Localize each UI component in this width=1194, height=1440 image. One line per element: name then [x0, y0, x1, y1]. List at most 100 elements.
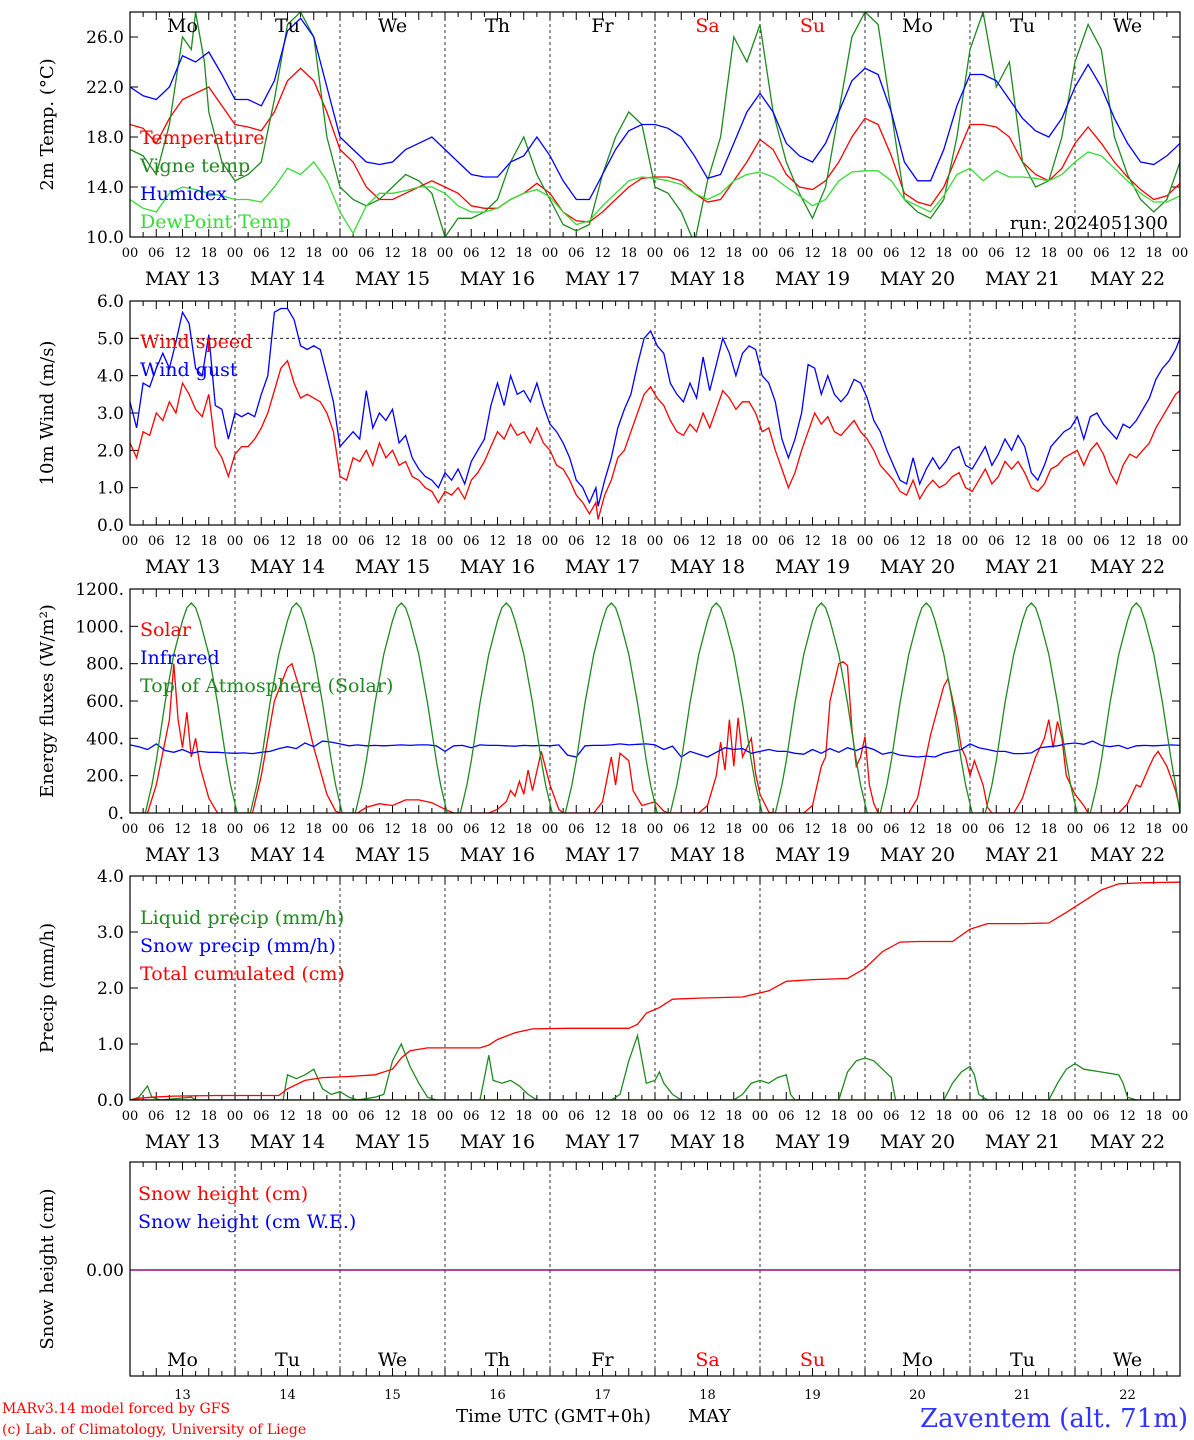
legend-entry: Humidex [140, 183, 227, 205]
date-label: MAY 18 [670, 556, 745, 578]
hour-label: 18 [725, 822, 742, 837]
day-number-label: 19 [804, 1388, 821, 1403]
hour-label: 00 [227, 822, 244, 837]
plot-frame [129, 588, 1181, 814]
credit-line-1: MARv3.14 model forced by GFS [2, 1401, 230, 1417]
date-label: MAY 17 [565, 556, 640, 578]
hour-label: 12 [804, 822, 821, 837]
panel-3: 0. 200. 400. 600. 800. 1000. 1200. Energy fluxe… [37, 580, 1188, 866]
hour-label: 18 [200, 534, 217, 549]
series-line [130, 602, 1180, 813]
hour-label: 12 [174, 246, 191, 261]
hour-label: 18 [1040, 822, 1057, 837]
series-line [130, 12, 1180, 237]
hour-label: 00 [857, 822, 874, 837]
hour-label: 18 [305, 534, 322, 549]
hour-label: 18 [830, 822, 847, 837]
hour-label: 06 [253, 534, 270, 549]
date-label: MAY 21 [985, 844, 1060, 866]
run-label: run: 2024051300 [1010, 213, 1168, 234]
hour-label: 12 [1014, 246, 1031, 261]
date-label: MAY 20 [880, 556, 955, 578]
day-number-label: 15 [384, 1388, 401, 1403]
y-tick-label: 18.0 [86, 128, 124, 148]
weekday-label: Sa [695, 15, 719, 37]
hour-label: 18 [410, 822, 427, 837]
y-tick-label: 5.0 [97, 329, 124, 349]
y-tick-label: 0.0 [97, 516, 124, 536]
legend-entry: Liquid precip (mm/h) [140, 907, 344, 929]
legend-entry: DewPoint Temp [140, 211, 291, 233]
hour-label: 06 [988, 246, 1005, 261]
hour-label: 06 [778, 246, 795, 261]
hour-label: 00 [1172, 534, 1189, 549]
series-line [130, 661, 1180, 813]
date-label: MAY 15 [355, 1131, 430, 1153]
hour-label: 12 [699, 1109, 716, 1124]
hour-label: 18 [410, 246, 427, 261]
hour-label: 06 [988, 822, 1005, 837]
footer: MARv3.14 model forced by GFS (c) Lab. of… [2, 1401, 1188, 1438]
legend-entry: Temperature [140, 127, 264, 149]
station-label: Zaventem (alt. 71m) [920, 1404, 1188, 1434]
day-number-label: 16 [489, 1388, 506, 1403]
day-number-label: 14 [279, 1388, 296, 1403]
date-label: MAY 22 [1090, 1131, 1165, 1153]
hour-label: 00 [1067, 246, 1084, 261]
series-line [130, 740, 1180, 758]
hour-label: 12 [489, 822, 506, 837]
hour-label: 12 [279, 1109, 296, 1124]
y-axis-title: 10m Wind (m/s) [37, 341, 58, 486]
date-label: MAY 22 [1090, 556, 1165, 578]
y-tick-label: 200. [86, 767, 124, 787]
day-number-label: 20 [909, 1388, 926, 1403]
hour-label: 18 [935, 1109, 952, 1124]
hour-label: 18 [515, 534, 532, 549]
y-tick-label: 26.0 [86, 28, 124, 48]
hour-label: 06 [883, 534, 900, 549]
weekday-label: Fr [591, 15, 614, 37]
hour-label: 12 [384, 822, 401, 837]
date-label: MAY 13 [145, 1131, 220, 1153]
hour-label: 12 [699, 534, 716, 549]
hour-label: 00 [962, 246, 979, 261]
panel-2: 0.0 1.0 2.0 3.0 4.0 5.0 6.0 10m Wind (m/s) Wind … [37, 292, 1188, 578]
weekday-label: Th [485, 15, 510, 37]
date-label: MAY 15 [355, 556, 430, 578]
hour-label: 00 [857, 534, 874, 549]
hour-label: 06 [358, 534, 375, 549]
y-tick-label: 4.0 [97, 367, 124, 387]
hour-label: 18 [1040, 1109, 1057, 1124]
day-number-label: 21 [1014, 1388, 1031, 1403]
weekday-label: Sa [695, 1349, 719, 1371]
hour-label: 18 [620, 822, 637, 837]
date-label: MAY 21 [985, 1131, 1060, 1153]
weekday-label: We [1113, 15, 1142, 37]
hour-label: 06 [253, 1109, 270, 1124]
hour-label: 00 [122, 1109, 139, 1124]
y-tick-label: 0.00 [86, 1261, 124, 1281]
hour-label: 18 [1040, 534, 1057, 549]
hour-label: 18 [1145, 1109, 1162, 1124]
credit-line-2: (c) Lab. of Climatology, University of L… [2, 1422, 306, 1438]
hour-label: 06 [358, 822, 375, 837]
hour-label: 06 [463, 1109, 480, 1124]
hour-label: 06 [148, 822, 165, 837]
legend-entry: Snow precip (mm/h) [140, 935, 336, 957]
hour-label: 00 [227, 1109, 244, 1124]
hour-label: 00 [962, 822, 979, 837]
hour-label: 18 [1040, 246, 1057, 261]
legend-entry: Wind speed [140, 331, 252, 353]
hour-label: 12 [1014, 534, 1031, 549]
date-label: MAY 13 [145, 268, 220, 290]
plot-frame [129, 300, 1181, 526]
hour-label: 00 [542, 822, 559, 837]
weekday-label: Tu [1010, 1349, 1035, 1371]
hour-label: 00 [647, 822, 664, 837]
time-axis-label: Time UTC (GMT+0h) [456, 1406, 651, 1427]
hour-label: 12 [489, 246, 506, 261]
y-tick-label: 2.0 [97, 979, 124, 999]
y-tick-label: 0.0 [97, 1091, 124, 1111]
series-line [130, 151, 1180, 235]
hour-label: 18 [620, 534, 637, 549]
